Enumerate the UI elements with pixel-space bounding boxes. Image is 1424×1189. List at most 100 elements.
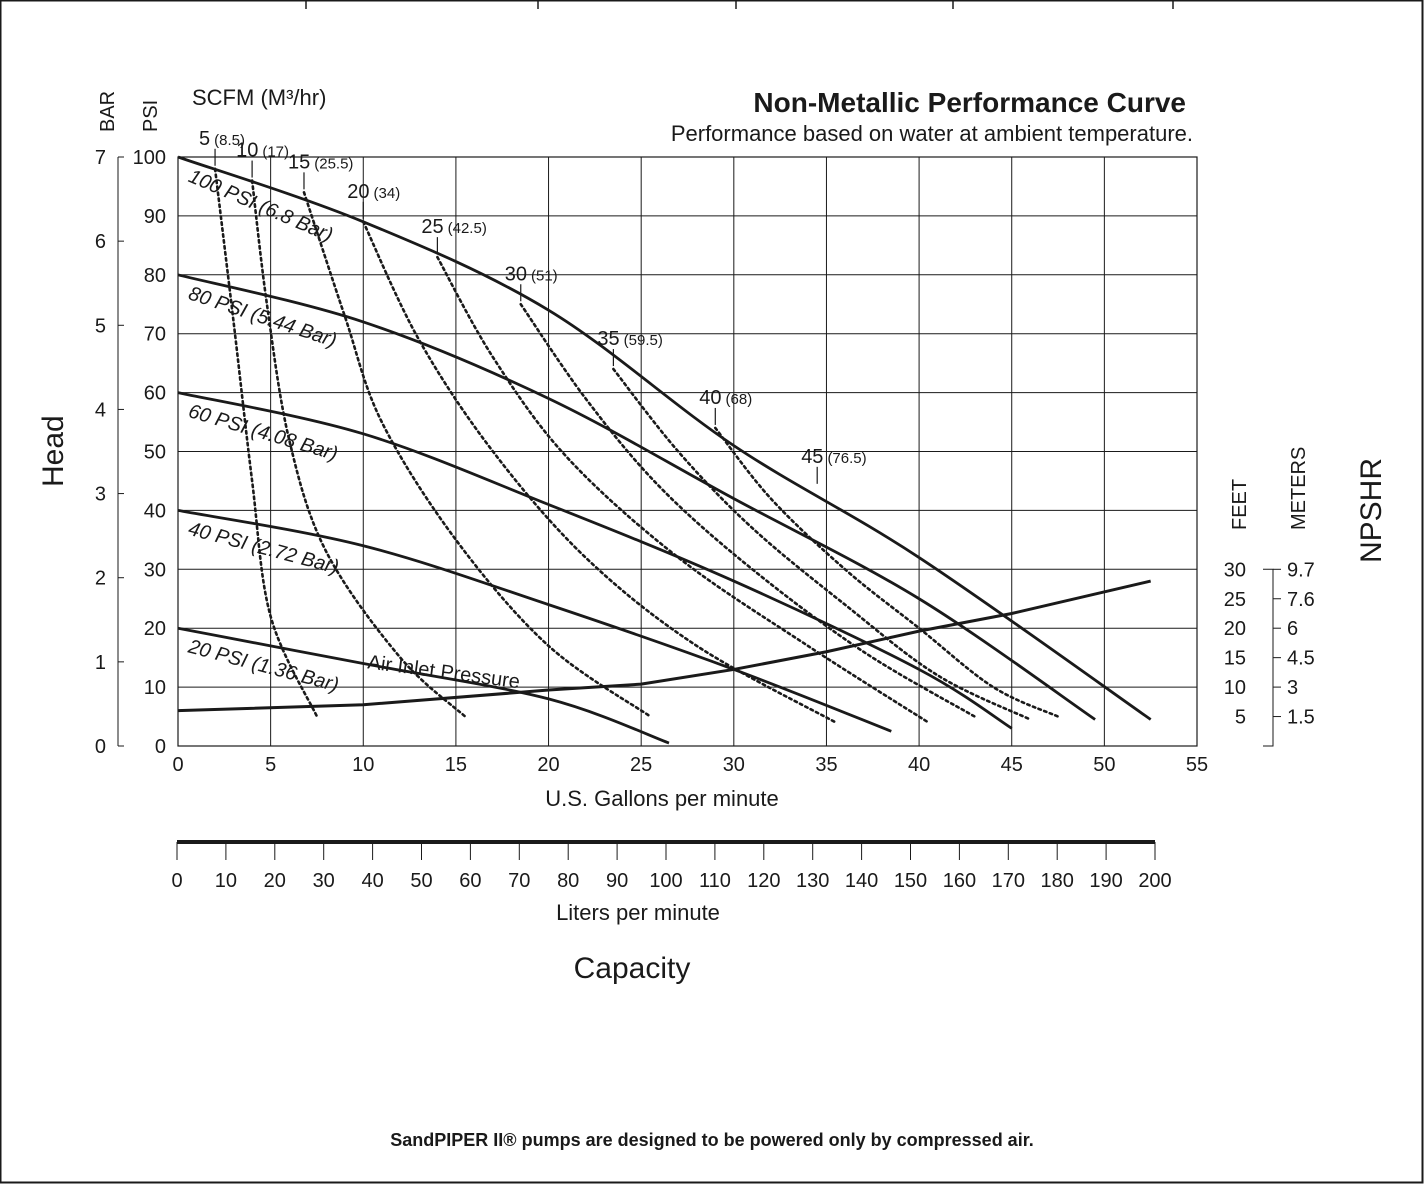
- psi-tick-label: 40: [144, 500, 166, 522]
- lpm-tick-label: 100: [649, 870, 682, 892]
- lpm-tick-label: 180: [1041, 870, 1074, 892]
- lpm-tick-label: 10: [215, 870, 237, 892]
- x-tick-label: 10: [352, 754, 374, 776]
- feet-tick-label: 25: [1224, 589, 1246, 611]
- scfm-curve-label: 35 (59.5): [597, 328, 662, 350]
- lpm-tick-label: 200: [1138, 870, 1171, 892]
- scfm-curve-label: 10 (17): [236, 140, 289, 162]
- scfm-curve-5: [213, 167, 319, 718]
- pressure-curve-3: [177, 391, 1013, 730]
- scfm-curve-35: [612, 367, 1032, 721]
- npshr-axis-label: NPSHR: [1355, 458, 1388, 563]
- lpm-tick-label: 150: [894, 870, 927, 892]
- lpm-tick-label: 50: [410, 870, 432, 892]
- x-tick-label: 40: [908, 754, 930, 776]
- scfm-label: SCFM (M³/hr): [192, 85, 326, 110]
- lpm-tick-label: 130: [796, 870, 829, 892]
- lpm-tick-label: 160: [943, 870, 976, 892]
- feet-axis-label: FEET: [1229, 479, 1251, 530]
- footer-note: SandPIPER II® pumps are designed to be p…: [390, 1130, 1033, 1150]
- scfm-curve-40: [713, 426, 1060, 718]
- bar-tick-label: 5: [95, 315, 106, 337]
- x-tick-label: 55: [1186, 754, 1208, 776]
- lpm-tick-label: 60: [459, 870, 481, 892]
- x-tick-label: 50: [1093, 754, 1115, 776]
- meters-tick-label: 6: [1287, 618, 1298, 640]
- x-tick-label: 25: [630, 754, 652, 776]
- feet-tick-label: 30: [1224, 559, 1246, 581]
- lpm-tick-label: 190: [1089, 870, 1122, 892]
- x-tick-label: 5: [265, 754, 276, 776]
- meters-tick-label: 1.5: [1287, 707, 1315, 729]
- lpm-tick-label: 0: [171, 870, 182, 892]
- x-tick-label: 45: [1001, 754, 1023, 776]
- bar-tick-label: 3: [95, 484, 106, 506]
- capacity-label: Capacity: [574, 952, 691, 985]
- scfm-curve-25: [436, 255, 930, 724]
- psi-tick-label: 20: [144, 618, 166, 640]
- psi-tick-label: 50: [144, 442, 166, 464]
- header-dividers: [305, 0, 1174, 9]
- scfm-curve-label: 20 (34): [347, 181, 400, 203]
- feet-tick-label: 20: [1224, 618, 1246, 640]
- pressure-curve-5: [177, 626, 670, 745]
- scfm-curve-10: [250, 179, 467, 718]
- bar-tick-label: 7: [95, 147, 106, 169]
- scfm-curve-label: 5 (8.5): [199, 128, 245, 150]
- psi-tick-label: 100: [133, 147, 166, 169]
- chart-title: Non-Metallic Performance Curve: [753, 87, 1186, 118]
- axes-group: 0 5 10 15 20 25 30 35 40 45 50 55010203040506070809…: [95, 147, 1208, 776]
- psi-tick-label: 60: [144, 383, 166, 405]
- scfm-curve-label: 30 (51): [505, 263, 558, 285]
- pressure-curve-label: 80 PSI (5.44 Bar): [186, 283, 340, 352]
- pressure-curve-group: 100 PSI (6.8 Bar)80 PSI (5.44 Bar)60 PSI…: [177, 155, 1152, 745]
- pressure-curve-2: [177, 273, 1096, 721]
- pressure-curve-4: [177, 509, 892, 733]
- x-tick-label: 0: [172, 754, 183, 776]
- feet-tick-label: 10: [1224, 677, 1246, 699]
- lpm-tick-label: 120: [747, 870, 780, 892]
- scfm-curve-30: [519, 302, 976, 718]
- scfm-curve-20: [361, 220, 838, 724]
- npshr-scale-bracket: [1263, 568, 1274, 747]
- scfm-curve-label: 40 (68): [699, 387, 752, 409]
- meters-axis-label: METERS: [1288, 447, 1310, 530]
- psi-tick-label: 70: [144, 324, 166, 346]
- scfm-curve-group: 5 (8.5)10 (17)15 (25.5) 20 (34) 25 (42.5) 30 (51)…: [199, 128, 1060, 724]
- lpm-tick-label: 90: [606, 870, 628, 892]
- psi-tick-label: 0: [155, 736, 166, 758]
- bar-tick-label: 6: [95, 231, 106, 253]
- chart-subtitle: Performance based on water at ambient te…: [671, 121, 1193, 146]
- pressure-curve-label: 100 PSI (6.8 Bar): [185, 165, 336, 246]
- scfm-curve-label: 15 (25.5): [288, 151, 353, 173]
- lpm-tick-label: 140: [845, 870, 878, 892]
- x-tick-label: 20: [537, 754, 559, 776]
- x-tick-label: 30: [723, 754, 745, 776]
- lpm-tick-label: 80: [557, 870, 579, 892]
- lpm-tick-label: 110: [699, 870, 731, 892]
- pressure-curve-1: [177, 155, 1152, 721]
- meters-tick-label: 3: [1287, 677, 1298, 699]
- lpm-tick-label: 70: [508, 870, 530, 892]
- lpm-axis-label: Liters per minute: [556, 900, 720, 925]
- x-axis-label: U.S. Gallons per minute: [545, 786, 779, 811]
- x-tick-label: 35: [815, 754, 837, 776]
- scfm-curve-15: [302, 191, 652, 718]
- psi-tick-label: 80: [144, 265, 166, 287]
- bar-tick-label: 1: [95, 652, 106, 674]
- bar-tick-label: 2: [95, 568, 106, 590]
- lpm-tick-label: 40: [361, 870, 383, 892]
- psi-tick-label: 10: [144, 677, 166, 699]
- scfm-curve-label: 25 (42.5): [421, 216, 486, 238]
- lpm-tick-label: 170: [992, 870, 1025, 892]
- meters-tick-label: 4.5: [1287, 648, 1315, 670]
- psi-tick-label: 90: [144, 206, 166, 228]
- psi-axis-label: PSI: [140, 100, 162, 132]
- psi-tick-label: 30: [144, 559, 166, 581]
- scfm-curve-label: 45 (76.5): [801, 446, 866, 468]
- bar-tick-label: 4: [95, 399, 106, 421]
- bar-tick-label: 0: [95, 736, 106, 758]
- lpm-tick-label: 30: [313, 870, 335, 892]
- meters-tick-label: 7.6: [1287, 589, 1315, 611]
